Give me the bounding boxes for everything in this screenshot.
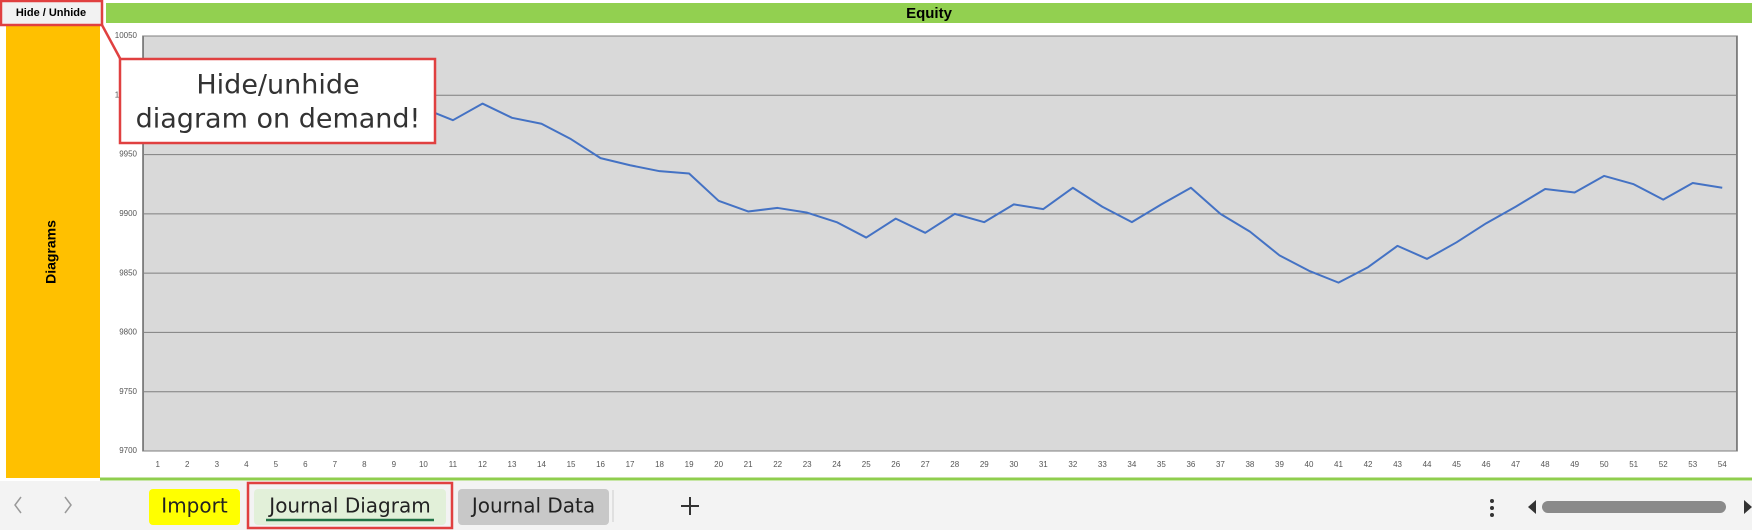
x-tick-label: 32 — [1068, 460, 1077, 469]
x-tick-label: 7 — [333, 460, 338, 469]
sheet-tab-label[interactable]: Journal Data — [470, 494, 595, 518]
y-tick-label: 9700 — [119, 446, 137, 455]
scroll-thumb[interactable] — [1542, 501, 1726, 513]
prev-arrow[interactable] — [14, 496, 22, 514]
x-tick-label: 1 — [156, 460, 161, 469]
x-tick-label: 30 — [1009, 460, 1018, 469]
x-tick-label: 44 — [1423, 460, 1432, 469]
x-tick-label: 54 — [1718, 460, 1727, 469]
x-tick-label: 35 — [1157, 460, 1166, 469]
sheet-tab[interactable] — [254, 489, 446, 525]
sheet-tab[interactable] — [458, 489, 609, 525]
x-tick-label: 2 — [185, 460, 190, 469]
x-tick-label: 34 — [1127, 460, 1136, 469]
x-tick-label: 21 — [744, 460, 753, 469]
dot[interactable] — [1490, 506, 1494, 510]
callout-text: diagram on demand! — [136, 104, 421, 135]
y-tick-label: 9750 — [119, 387, 137, 396]
x-tick-label: 42 — [1364, 460, 1373, 469]
x-tick-label: 29 — [980, 460, 989, 469]
y-tick-label: 10050 — [115, 31, 138, 40]
dot[interactable] — [1490, 499, 1494, 503]
x-tick-label: 23 — [803, 460, 812, 469]
x-tick-label: 20 — [714, 460, 723, 469]
y-tick-label: 9850 — [119, 268, 137, 277]
x-tick-label: 28 — [950, 460, 959, 469]
x-tick-label: 50 — [1600, 460, 1609, 469]
x-tick-label: 31 — [1039, 460, 1048, 469]
x-tick-label: 26 — [891, 460, 900, 469]
x-tick-label: 33 — [1098, 460, 1107, 469]
x-tick-label: 16 — [596, 460, 605, 469]
x-tick-label: 41 — [1334, 460, 1343, 469]
x-tick-label: 15 — [567, 460, 576, 469]
x-tick-label: 6 — [303, 460, 308, 469]
x-tick-label: 46 — [1482, 460, 1491, 469]
header-title: Equity — [906, 5, 952, 22]
header-bar — [106, 3, 1752, 23]
x-tick-label: 27 — [921, 460, 930, 469]
more-menu[interactable] — [1490, 499, 1494, 517]
sheet-tab-label[interactable]: Journal Diagram — [267, 494, 430, 518]
x-tick-label: 37 — [1216, 460, 1225, 469]
hide-button[interactable] — [0, 0, 104, 27]
x-tick-label: 48 — [1541, 460, 1550, 469]
x-tick-label: 10 — [419, 460, 428, 469]
x-tick-label: 5 — [274, 460, 279, 469]
callout-pointer — [100, 24, 124, 63]
x-tick-label: 18 — [655, 460, 664, 469]
x-tick-label: 17 — [626, 460, 635, 469]
dot[interactable] — [1490, 513, 1494, 517]
scroll-left[interactable] — [1528, 500, 1536, 514]
x-tick-label: 14 — [537, 460, 546, 469]
side-label: Diagrams — [43, 220, 59, 284]
x-tick-label: 47 — [1511, 460, 1520, 469]
y-tick-label: 9900 — [119, 209, 137, 218]
x-tick-label: 8 — [362, 460, 367, 469]
x-tick-label: 45 — [1452, 460, 1461, 469]
tabs: Import Journal Diagram Journal Data — [149, 481, 609, 530]
scroll-right[interactable] — [1744, 500, 1752, 514]
x-tick-label: 19 — [685, 460, 694, 469]
side-panel — [6, 26, 100, 478]
x-tick-label: 38 — [1245, 460, 1254, 469]
x-tick-label: 52 — [1659, 460, 1668, 469]
x-tick-label: 25 — [862, 460, 871, 469]
x-tick-label: 43 — [1393, 460, 1402, 469]
x-tick-label: 12 — [478, 460, 487, 469]
x-tick-label: 51 — [1629, 460, 1638, 469]
x-tick-label: 11 — [449, 460, 458, 469]
sheet-tab[interactable] — [149, 489, 240, 525]
x-tick-label: 3 — [215, 460, 220, 469]
x-tick-label: 49 — [1570, 460, 1579, 469]
x-tick-label: 13 — [508, 460, 517, 469]
x-tick-label: 4 — [244, 460, 249, 469]
add-sheet[interactable] — [681, 497, 699, 515]
x-tick-label: 53 — [1688, 460, 1697, 469]
sheet-tab-label[interactable]: Import — [161, 494, 228, 518]
y-tick-label: 9950 — [119, 150, 137, 159]
x-tick-label: 22 — [773, 460, 782, 469]
callout-box — [118, 57, 437, 145]
x-tick-label: 9 — [392, 460, 397, 469]
y-tick-label: 9800 — [119, 328, 137, 337]
x-tick-label: 39 — [1275, 460, 1284, 469]
x-tick-label: 24 — [832, 460, 841, 469]
callout-text: Hide/unhide — [196, 70, 359, 101]
x-tick-label: 40 — [1305, 460, 1314, 469]
next-arrow[interactable] — [64, 496, 72, 514]
active-tab-outline[interactable] — [246, 481, 454, 530]
hide-button-label[interactable]: Hide / Unhide — [16, 7, 86, 19]
x-tick-label: 36 — [1186, 460, 1195, 469]
